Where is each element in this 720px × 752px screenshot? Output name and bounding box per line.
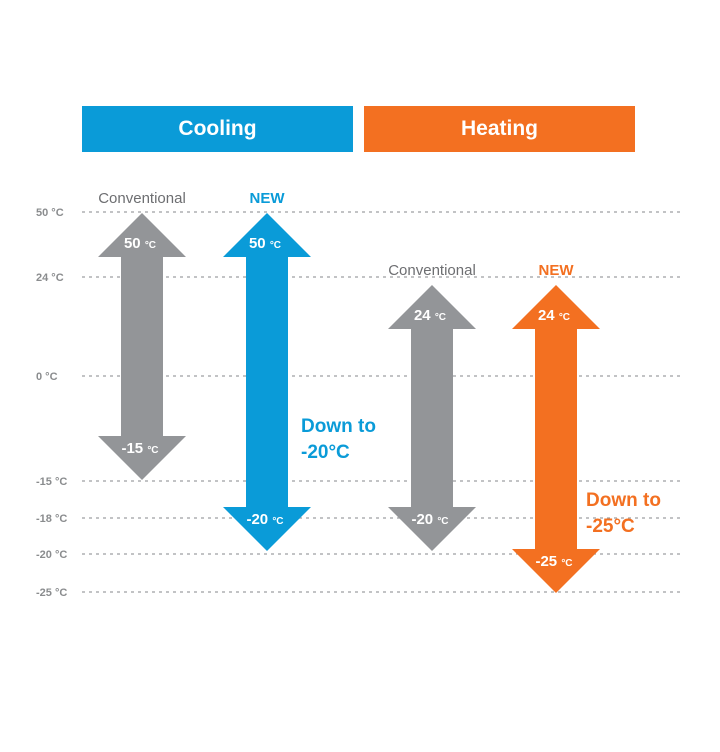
- unit: °C: [561, 558, 572, 569]
- series-name: NEW: [539, 262, 575, 279]
- y-tick-label: -15 °C: [36, 476, 67, 488]
- min-value-label: -25 °C: [535, 553, 572, 570]
- range-arrow-3: [512, 285, 600, 593]
- cooling-header-label: Cooling: [178, 117, 257, 140]
- heating-header-label: Heating: [460, 117, 538, 140]
- unit: °C: [435, 312, 446, 323]
- range-arrow-2: [388, 285, 476, 551]
- max-value: 24: [538, 307, 559, 324]
- series-name: Conventional: [388, 262, 476, 279]
- y-tick-label: 24 °C: [36, 272, 64, 284]
- unit: °C: [147, 445, 158, 456]
- y-tick-label: 50 °C: [36, 207, 64, 219]
- unit: °C: [437, 516, 448, 527]
- unit: °C: [559, 312, 570, 323]
- min-value: -20: [246, 511, 272, 528]
- min-value: -25: [535, 553, 561, 570]
- y-tick-label: -20 °C: [36, 549, 67, 561]
- min-value: -20: [411, 511, 437, 528]
- max-value-label: 50 °C: [249, 235, 281, 252]
- y-tick-label: 0 °C: [36, 371, 58, 383]
- annotation-line: Down to: [301, 416, 376, 437]
- max-value-label: 24 °C: [538, 307, 570, 324]
- range-arrow-1: [223, 213, 311, 551]
- min-value-label: -20 °C: [246, 511, 283, 528]
- heating-header: Heating: [364, 106, 635, 152]
- unit: °C: [272, 516, 283, 527]
- annotation-line: -20°C: [301, 442, 350, 463]
- unit: °C: [145, 240, 156, 251]
- max-value: 50: [249, 235, 270, 252]
- max-value-label: 50 °C: [124, 235, 156, 252]
- cooling-header: Cooling: [82, 106, 353, 152]
- unit: °C: [270, 240, 281, 251]
- max-value-label: 24 °C: [414, 307, 446, 324]
- min-value-label: -15 °C: [121, 440, 158, 457]
- y-tick-label: -18 °C: [36, 513, 67, 525]
- max-value: 50: [124, 235, 145, 252]
- series-name: Conventional: [98, 190, 186, 207]
- max-value: 24: [414, 307, 435, 324]
- series-name: NEW: [250, 190, 286, 207]
- range-arrow-0: [98, 213, 186, 480]
- y-tick-label: -25 °C: [36, 587, 67, 599]
- annotation-line: -25°C: [586, 516, 635, 537]
- min-value: -15: [121, 440, 147, 457]
- min-value-label: -20 °C: [411, 511, 448, 528]
- annotation-line: Down to: [586, 490, 661, 511]
